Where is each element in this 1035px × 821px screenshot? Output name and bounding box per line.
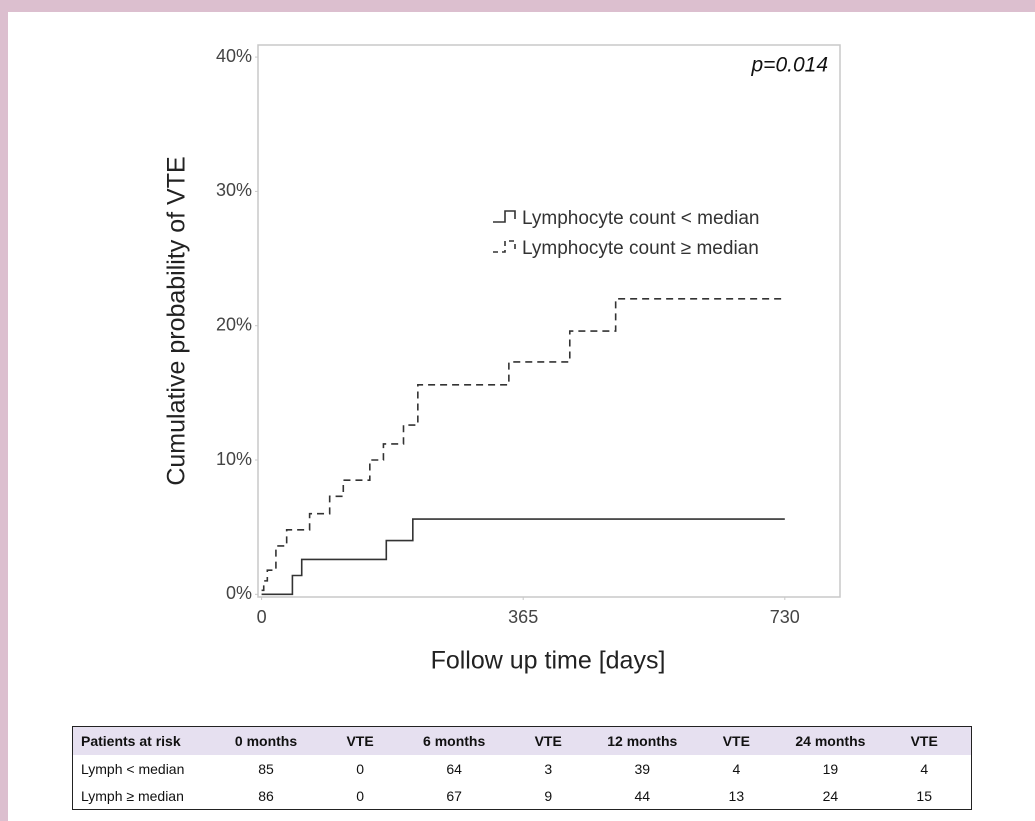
table-cell: 9 — [544, 787, 553, 804]
table-cell: 19 — [822, 760, 839, 777]
x-axis-label: Follow up time [days] — [431, 647, 666, 675]
header-cell: VTE — [689, 726, 784, 755]
table-cell: 15 — [916, 787, 932, 804]
table-cell: 39 — [634, 760, 651, 777]
table-cell: Lymph ≥ median — [81, 787, 184, 804]
table-cell: 85 — [258, 760, 274, 777]
table-cell: Lymph < median — [81, 760, 185, 777]
risk-table: Patients at risk 0 months VTE 6 months VTE 12… — [72, 726, 972, 810]
header-cell: Patients at risk — [72, 726, 219, 755]
legend-icon — [493, 240, 516, 253]
chart: p=0.014 Follow up time [days] Cumulative… — [163, 44, 841, 675]
header-cell: 12 months — [595, 726, 690, 755]
header-cell: 6 months — [407, 726, 502, 755]
frame-strip — [0, 0, 1035, 12]
table-cell: 3 — [544, 760, 553, 777]
y-axis-label: Cumulative probability of VTE — [163, 156, 191, 485]
frame-strip — [0, 0, 8, 821]
x-tick-label: 365 — [508, 607, 538, 627]
y-tick-label: 30% — [216, 180, 252, 200]
step-line — [261, 298, 785, 592]
x-tick-label: 730 — [770, 607, 800, 627]
table-cell: 0 — [356, 787, 364, 804]
table-cell: 4 — [920, 760, 929, 777]
legend-label: Lymphocyte count < median — [522, 208, 759, 229]
table-cell: 86 — [258, 787, 274, 804]
legend-icon — [493, 210, 516, 223]
table-cell: 4 — [732, 760, 741, 777]
table-cell: 67 — [446, 787, 462, 804]
header-cell: 0 months — [219, 726, 314, 755]
header-cell: 24 months — [783, 726, 878, 755]
annotation: p=0.014 — [751, 54, 829, 77]
y-tick-label: 40% — [216, 46, 252, 66]
legend-label: Lymphocyte count ≥ median — [522, 238, 759, 259]
table-row: Lymph ≥ median 86 0 67 9 44 13 24 15 — [73, 782, 972, 810]
table-cell: 44 — [634, 787, 651, 804]
table-cell: 64 — [446, 760, 462, 777]
table-cell: 13 — [728, 787, 745, 804]
table-cell: 24 — [822, 787, 839, 804]
header-cell: VTE — [501, 726, 596, 755]
x-tick-label: 0 — [257, 607, 267, 627]
y-tick-label: 0% — [226, 583, 252, 603]
table-row: Lymph < median 85 0 64 3 39 4 19 4 — [73, 755, 972, 782]
step-line — [261, 518, 785, 596]
header-cell: VTE — [313, 726, 408, 755]
y-tick-label: 10% — [216, 449, 252, 469]
plot-frame — [257, 44, 841, 598]
y-tick-label: 20% — [216, 314, 252, 334]
header-cell: VTE — [877, 726, 972, 755]
table-header: Patients at risk 0 months VTE 6 months VTE 12… — [72, 726, 972, 755]
table-cell: 0 — [356, 760, 364, 777]
